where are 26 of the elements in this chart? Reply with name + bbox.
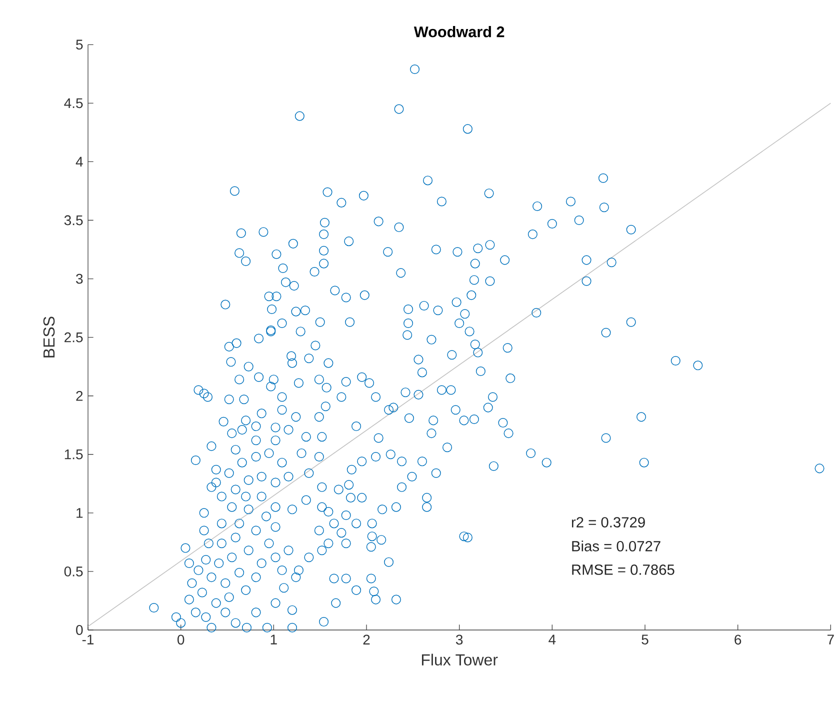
y-tick-label: 1.5 xyxy=(64,450,83,460)
x-tick-label: 0 xyxy=(177,634,184,645)
annotation: Bias = 0.0727 xyxy=(572,540,660,552)
y-tick-label: 4 xyxy=(76,156,83,167)
x-tick-label: -1 xyxy=(82,634,94,644)
x-tick-label: 6 xyxy=(734,634,742,645)
x-tick-label: 3 xyxy=(456,634,463,645)
y-tick-label: 1 xyxy=(76,508,83,518)
y-tick-label: 2 xyxy=(76,390,83,401)
x-axis-title: Flux Tower xyxy=(422,654,498,666)
annotation: RMSE = 0.7865 xyxy=(572,564,674,575)
x-tick-label: 7 xyxy=(827,634,834,644)
y-tick-label: 0 xyxy=(76,625,83,635)
x-tick-label: 2 xyxy=(363,634,370,644)
y-tick-label: 3.5 xyxy=(64,215,83,226)
x-tick-label: 4 xyxy=(548,634,556,644)
chart-title: Woodward 2 xyxy=(414,26,504,38)
y-tick-label: 2.5 xyxy=(64,332,83,342)
annotation: r2 = 0.3729 xyxy=(572,517,645,528)
y-tick-label: 0.5 xyxy=(64,566,83,576)
x-tick-label: 1 xyxy=(270,634,277,644)
y-axis-title: BESS xyxy=(43,316,55,358)
y-tick-label: 3 xyxy=(76,274,83,284)
y-tick-label: 4.5 xyxy=(64,98,83,108)
x-tick-label: 5 xyxy=(642,634,648,644)
y-tick-label: 5 xyxy=(76,40,83,50)
